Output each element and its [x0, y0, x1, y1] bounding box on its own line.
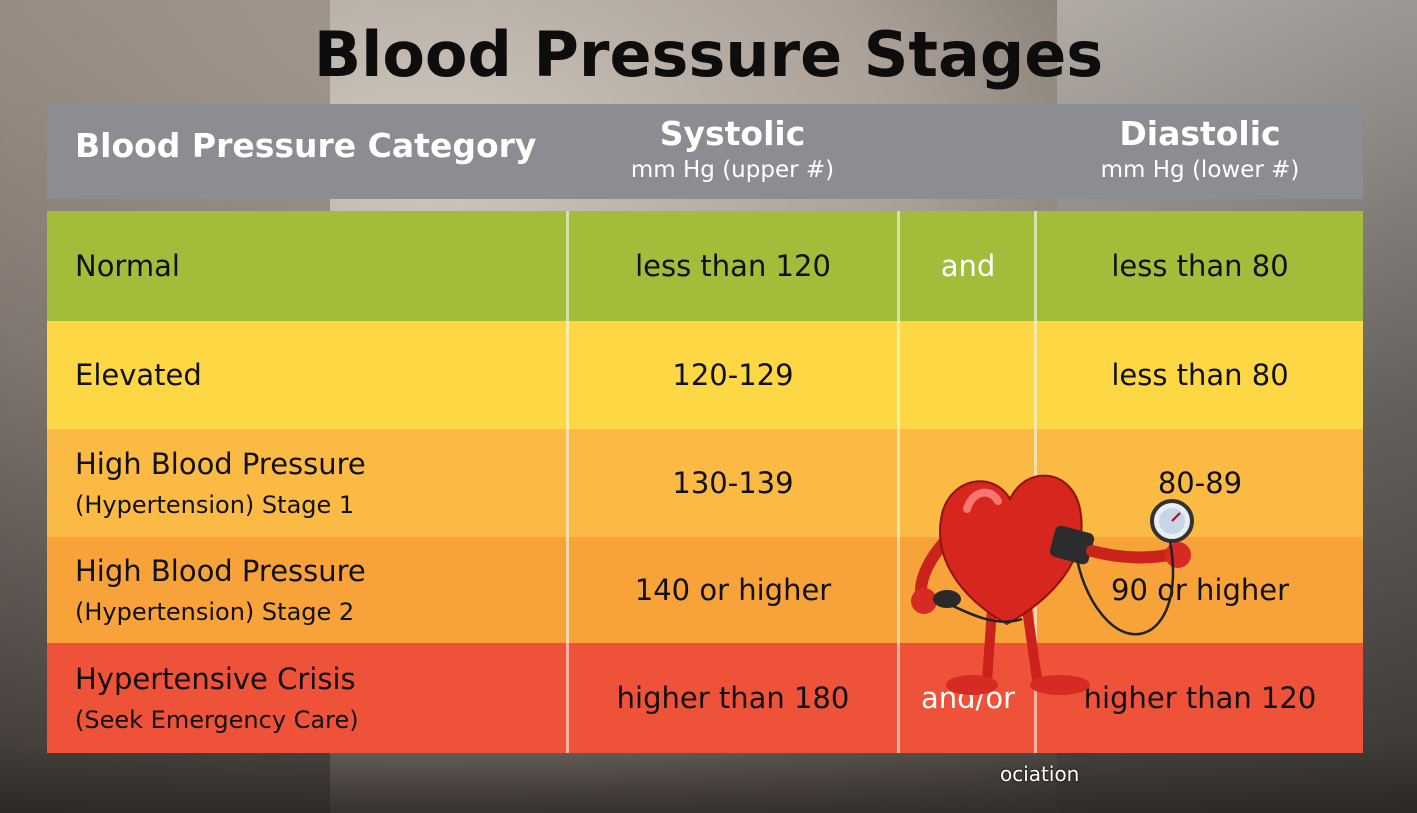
row-diastolic: higher than 120 — [1083, 681, 1317, 715]
table-row-stage1: High Blood Pressure (Hypertension) Stage… — [47, 429, 1363, 537]
row-category-cell: High Blood Pressure (Hypertension) Stage… — [47, 429, 567, 537]
table-row-normal: Normal less than 120 and less than 80 — [47, 211, 1363, 321]
header-diastolic: Diastolic mm Hg (lower #) — [1037, 114, 1363, 183]
row-category: Elevated — [75, 358, 202, 392]
row-systolic: 120-129 — [672, 358, 794, 392]
header-category: Blood Pressure Category — [75, 126, 537, 165]
row-subtitle: (Seek Emergency Care) — [75, 706, 359, 734]
header-systolic: Systolic mm Hg (upper #) — [565, 114, 900, 183]
page-title: Blood Pressure Stages — [313, 18, 1104, 91]
row-subtitle: (Hypertension) Stage 2 — [75, 598, 355, 626]
row-systolic: 130-139 — [672, 466, 794, 500]
row-category-cell: Hypertensive Crisis (Seek Emergency Care… — [47, 643, 567, 753]
column-divider — [897, 211, 900, 753]
row-systolic: less than 120 — [635, 249, 831, 283]
row-diastolic: less than 80 — [1111, 249, 1289, 283]
column-divider — [566, 211, 569, 753]
table-header: Blood Pressure Category Systolic mm Hg (… — [47, 104, 1363, 199]
table-row-elevated: Elevated 120-129 less than 80 — [47, 321, 1363, 429]
background-shade — [0, 743, 1417, 813]
row-category: High Blood Pressure — [75, 554, 366, 588]
heart-with-blood-pressure-gauge-icon — [911, 474, 1194, 695]
row-category-cell: Normal — [47, 211, 567, 321]
header-systolic-unit: mm Hg (upper #) — [630, 157, 835, 183]
row-subtitle: (Hypertension) Stage 1 — [75, 491, 355, 519]
row-category: Hypertensive Crisis — [75, 662, 356, 696]
row-diastolic: less than 80 — [1111, 358, 1289, 392]
row-category-cell: High Blood Pressure (Hypertension) Stage… — [47, 537, 567, 643]
row-diastolic: 90 or higher — [1111, 573, 1289, 607]
header-diastolic-unit: mm Hg (lower #) — [1100, 157, 1300, 183]
row-category-cell: Elevated — [47, 321, 567, 429]
row-category: High Blood Pressure — [75, 447, 366, 481]
header-diastolic-label: Diastolic — [1119, 114, 1281, 153]
header-systolic-label: Systolic — [659, 114, 806, 153]
row-connector: and — [940, 249, 996, 283]
table-row-crisis: Hypertensive Crisis (Seek Emergency Care… — [47, 643, 1363, 753]
row-category: Normal — [75, 249, 180, 283]
source-credit: ociation — [1000, 762, 1080, 786]
row-systolic: higher than 180 — [616, 681, 850, 715]
row-systolic: 140 or higher — [634, 573, 832, 607]
row-diastolic: 80-89 — [1157, 466, 1243, 500]
